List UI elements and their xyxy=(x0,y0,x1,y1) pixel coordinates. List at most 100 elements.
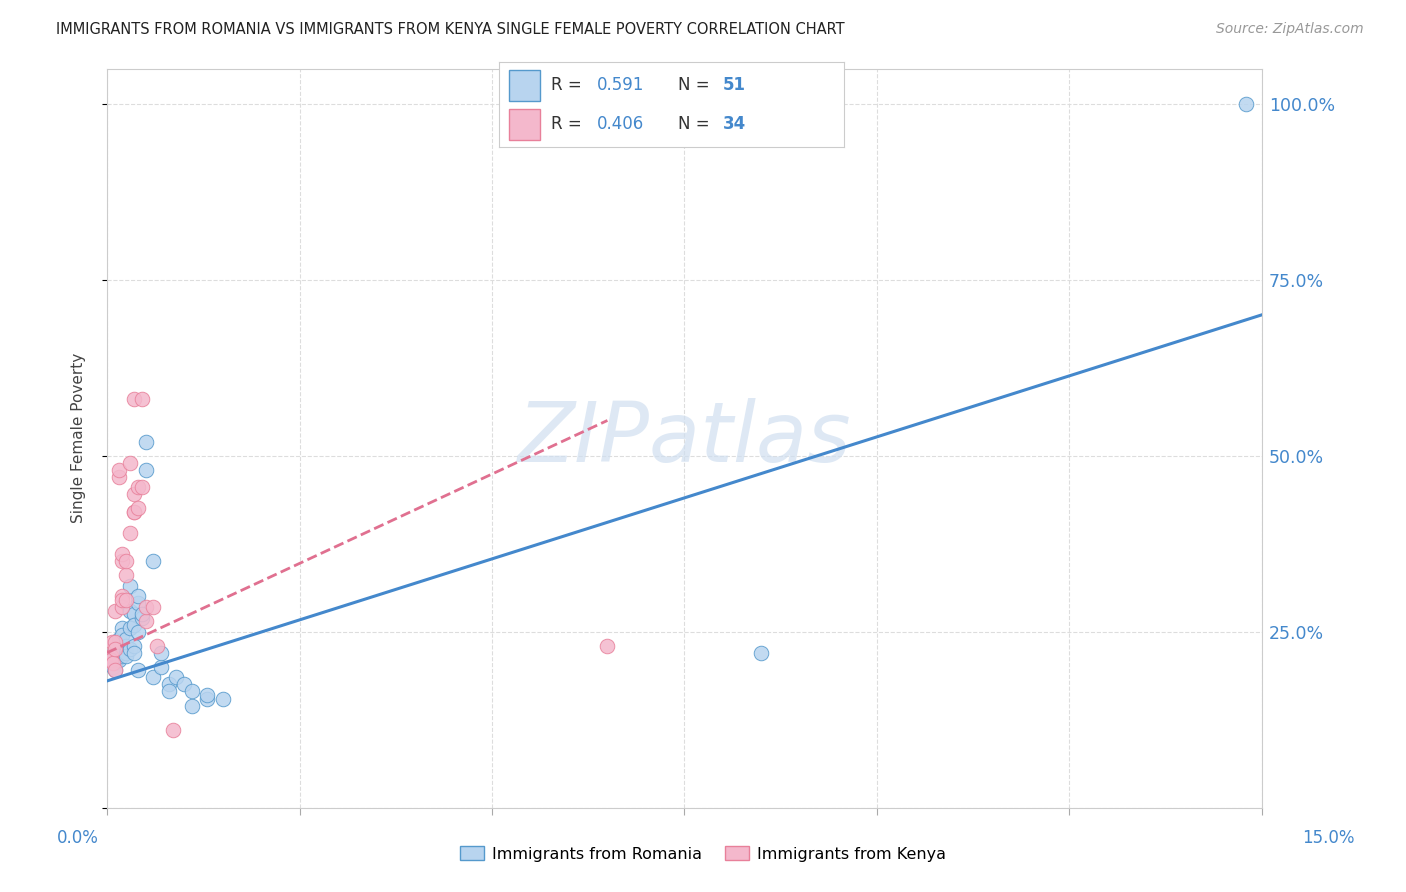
Point xyxy=(149,646,172,660)
Text: 51: 51 xyxy=(723,77,747,95)
Point xyxy=(115,568,138,582)
Text: Source: ZipAtlas.com: Source: ZipAtlas.com xyxy=(1216,22,1364,37)
Point xyxy=(131,392,153,407)
Point xyxy=(115,639,138,653)
Point xyxy=(195,691,218,706)
Point xyxy=(115,649,138,664)
Point xyxy=(146,639,169,653)
Point xyxy=(120,579,142,593)
Text: R =: R = xyxy=(551,115,586,133)
Text: 0.0%: 0.0% xyxy=(56,829,98,847)
Point xyxy=(135,434,157,449)
Point xyxy=(122,639,145,653)
Point xyxy=(115,554,138,568)
Point xyxy=(127,597,149,611)
Point xyxy=(122,392,145,407)
Point xyxy=(122,646,145,660)
Point xyxy=(127,624,149,639)
Point xyxy=(111,628,134,642)
Point xyxy=(149,660,172,674)
Point xyxy=(135,463,157,477)
Point xyxy=(165,670,187,684)
Point xyxy=(104,664,127,678)
Point xyxy=(127,664,149,678)
Point xyxy=(122,487,145,501)
Point xyxy=(180,684,202,698)
Point xyxy=(104,635,127,649)
FancyBboxPatch shape xyxy=(509,109,540,139)
Point xyxy=(135,599,157,614)
Point xyxy=(131,607,153,621)
Text: 15.0%: 15.0% xyxy=(1302,829,1355,847)
Text: R =: R = xyxy=(551,77,586,95)
Point xyxy=(107,470,129,484)
Point xyxy=(107,463,129,477)
Point xyxy=(135,614,157,628)
Point xyxy=(111,649,134,664)
Y-axis label: Single Female Poverty: Single Female Poverty xyxy=(72,353,86,524)
Text: N =: N = xyxy=(678,115,716,133)
Point xyxy=(104,657,127,671)
Point xyxy=(127,480,149,494)
Point xyxy=(101,649,124,664)
Point xyxy=(115,632,138,646)
Point xyxy=(100,649,122,664)
Point xyxy=(131,480,153,494)
Point xyxy=(104,642,127,657)
Point xyxy=(100,649,122,664)
Point xyxy=(111,547,134,561)
Point xyxy=(120,621,142,635)
Point xyxy=(122,617,145,632)
Text: N =: N = xyxy=(678,77,716,95)
Point xyxy=(120,456,142,470)
Point xyxy=(120,603,142,617)
Point xyxy=(127,501,149,516)
Text: 34: 34 xyxy=(723,115,747,133)
Point xyxy=(1234,96,1257,111)
Point xyxy=(162,723,184,738)
FancyBboxPatch shape xyxy=(509,70,540,101)
Point xyxy=(122,505,145,519)
Point xyxy=(111,593,134,607)
Point xyxy=(122,505,145,519)
Point xyxy=(751,646,773,660)
Point xyxy=(108,642,131,657)
Point xyxy=(157,684,180,698)
Point xyxy=(111,621,134,635)
Point xyxy=(211,691,233,706)
Point xyxy=(115,646,138,660)
Point xyxy=(131,610,153,624)
Point xyxy=(127,590,149,604)
Point xyxy=(115,593,138,607)
Point xyxy=(111,554,134,568)
Point xyxy=(111,599,134,614)
Point xyxy=(195,688,218,702)
Point xyxy=(105,649,128,664)
Text: IMMIGRANTS FROM ROMANIA VS IMMIGRANTS FROM KENYA SINGLE FEMALE POVERTY CORRELATI: IMMIGRANTS FROM ROMANIA VS IMMIGRANTS FR… xyxy=(56,22,845,37)
Point xyxy=(100,657,122,671)
Legend: Immigrants from Romania, Immigrants from Kenya: Immigrants from Romania, Immigrants from… xyxy=(453,839,953,868)
Point xyxy=(173,677,195,691)
Point xyxy=(101,635,124,649)
Text: 0.406: 0.406 xyxy=(598,115,644,133)
Point xyxy=(142,554,165,568)
Point xyxy=(142,670,165,684)
Point xyxy=(107,632,129,646)
Point xyxy=(104,649,127,664)
Point xyxy=(142,599,165,614)
Point xyxy=(120,642,142,657)
Point xyxy=(111,646,134,660)
Point xyxy=(122,607,145,621)
Point xyxy=(596,639,619,653)
Point xyxy=(120,526,142,541)
Text: 0.591: 0.591 xyxy=(598,77,645,95)
Point xyxy=(111,590,134,604)
Point xyxy=(104,664,127,678)
Point xyxy=(103,660,125,674)
Point xyxy=(100,653,122,667)
Point xyxy=(104,603,127,617)
Point xyxy=(157,677,180,691)
Point xyxy=(103,657,125,671)
Point xyxy=(107,646,129,660)
Text: ZIPatlas: ZIPatlas xyxy=(517,398,851,479)
